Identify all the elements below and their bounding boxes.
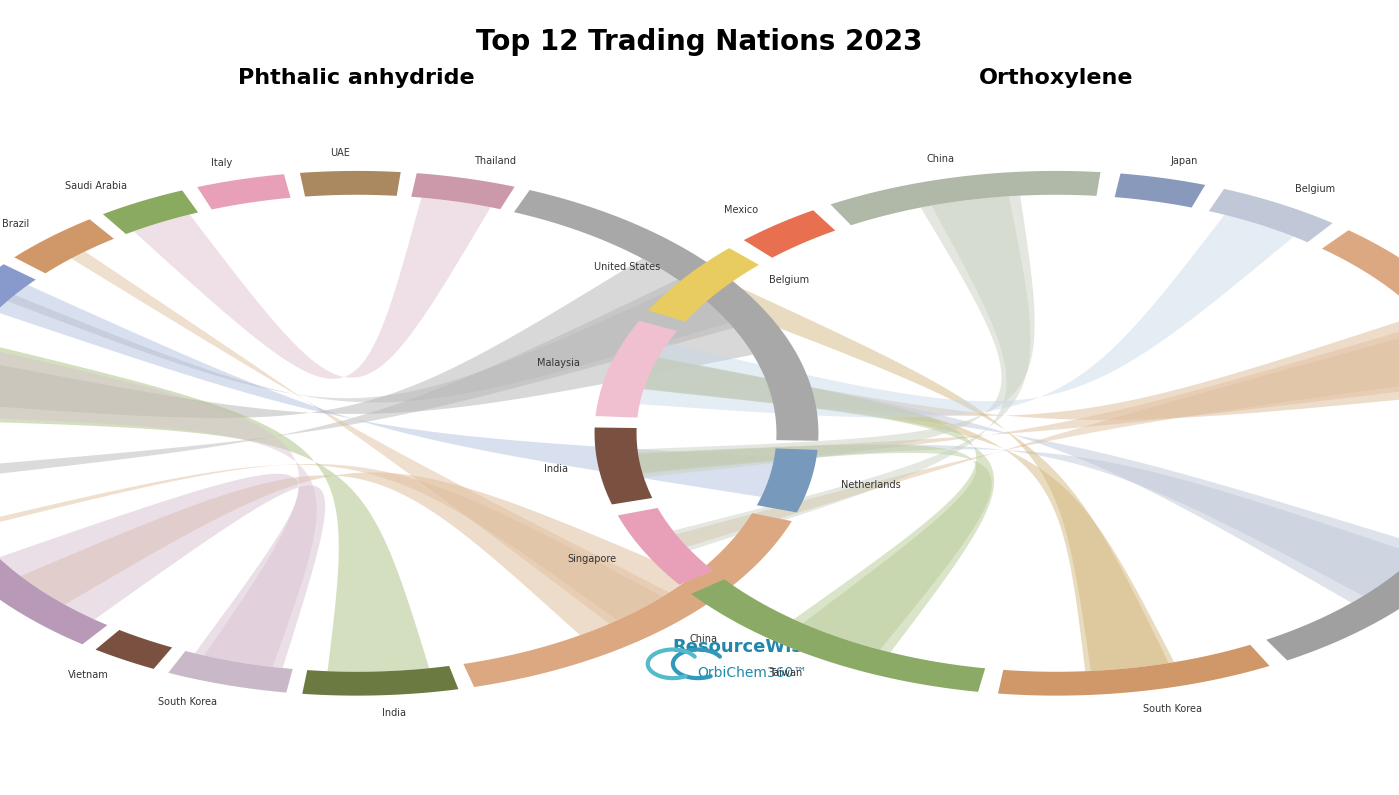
Polygon shape xyxy=(134,198,491,378)
Polygon shape xyxy=(644,358,995,653)
Text: UAE: UAE xyxy=(330,149,350,158)
Polygon shape xyxy=(638,444,1399,595)
Polygon shape xyxy=(648,248,760,322)
Polygon shape xyxy=(691,580,985,692)
Text: ResourceWise®: ResourceWise® xyxy=(673,638,832,656)
Polygon shape xyxy=(595,428,652,505)
Text: Italy: Italy xyxy=(211,157,232,168)
Polygon shape xyxy=(71,251,669,624)
Polygon shape xyxy=(757,448,817,513)
Text: United States: United States xyxy=(593,262,660,272)
Text: China: China xyxy=(926,154,954,165)
Polygon shape xyxy=(618,508,713,584)
Text: Thailand: Thailand xyxy=(474,157,516,166)
Text: Vietnam: Vietnam xyxy=(67,670,109,680)
Polygon shape xyxy=(95,630,172,669)
Polygon shape xyxy=(0,340,429,672)
Text: OrbiChem360™: OrbiChem360™ xyxy=(698,665,807,680)
Polygon shape xyxy=(299,171,400,196)
Polygon shape xyxy=(744,210,835,258)
Polygon shape xyxy=(644,358,1399,603)
Polygon shape xyxy=(645,315,1399,420)
Text: South Korea: South Korea xyxy=(158,696,217,707)
Polygon shape xyxy=(638,444,992,650)
Polygon shape xyxy=(1266,490,1399,661)
Polygon shape xyxy=(997,645,1270,696)
Polygon shape xyxy=(411,173,515,209)
Polygon shape xyxy=(673,196,1030,550)
Polygon shape xyxy=(197,174,291,209)
Text: Phthalic anhydride: Phthalic anhydride xyxy=(238,68,476,87)
Polygon shape xyxy=(638,196,1035,477)
Text: Top 12 Trading Nations 2023: Top 12 Trading Nations 2023 xyxy=(476,28,923,56)
Text: Orthoxylene: Orthoxylene xyxy=(979,68,1133,87)
Polygon shape xyxy=(0,549,108,644)
Polygon shape xyxy=(0,474,325,668)
Polygon shape xyxy=(21,472,693,635)
Text: Malaysia: Malaysia xyxy=(537,358,579,368)
Text: Japan: Japan xyxy=(1171,156,1198,166)
Polygon shape xyxy=(463,513,792,687)
Polygon shape xyxy=(676,329,1399,547)
Polygon shape xyxy=(168,651,292,692)
Polygon shape xyxy=(831,171,1101,225)
Text: Singapore: Singapore xyxy=(568,554,617,564)
Text: Brazil: Brazil xyxy=(3,219,29,229)
Polygon shape xyxy=(644,358,1174,671)
Polygon shape xyxy=(0,264,36,318)
Polygon shape xyxy=(1209,189,1333,242)
Polygon shape xyxy=(0,285,775,497)
Text: Taiwan: Taiwan xyxy=(769,668,803,678)
Text: India: India xyxy=(544,463,568,474)
Text: Belgium: Belgium xyxy=(1295,184,1336,194)
Polygon shape xyxy=(0,258,753,418)
Polygon shape xyxy=(513,190,818,440)
Text: Netherlands: Netherlands xyxy=(841,479,901,490)
Polygon shape xyxy=(14,219,113,273)
Polygon shape xyxy=(639,215,1294,417)
Text: India: India xyxy=(382,708,406,718)
Polygon shape xyxy=(0,464,663,620)
Polygon shape xyxy=(0,280,733,479)
Polygon shape xyxy=(7,284,729,402)
Text: Saudi Arabia: Saudi Arabia xyxy=(66,180,127,191)
Polygon shape xyxy=(1322,231,1399,484)
Text: Belgium: Belgium xyxy=(769,275,809,285)
Polygon shape xyxy=(0,344,316,667)
Polygon shape xyxy=(1115,173,1205,207)
Text: South Korea: South Korea xyxy=(1143,704,1202,714)
Polygon shape xyxy=(708,283,1168,671)
Polygon shape xyxy=(596,320,677,417)
Polygon shape xyxy=(302,666,459,696)
Text: China: China xyxy=(690,634,718,644)
Polygon shape xyxy=(104,190,199,234)
Text: Mexico: Mexico xyxy=(725,205,758,215)
Polygon shape xyxy=(638,323,1399,472)
